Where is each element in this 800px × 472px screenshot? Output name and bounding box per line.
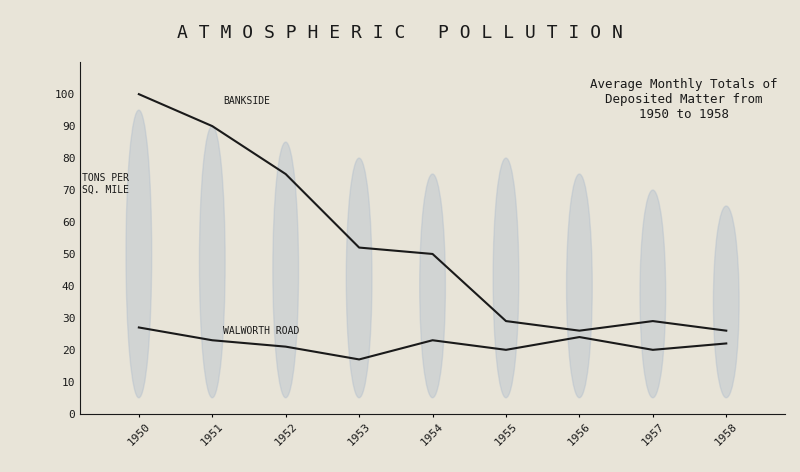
- Ellipse shape: [126, 110, 152, 398]
- Text: TONS PER
SQ. MILE: TONS PER SQ. MILE: [82, 173, 130, 194]
- Text: BANKSIDE: BANKSIDE: [223, 96, 270, 106]
- Ellipse shape: [346, 158, 372, 398]
- Ellipse shape: [714, 206, 739, 398]
- Ellipse shape: [640, 190, 666, 398]
- Ellipse shape: [273, 142, 298, 398]
- Ellipse shape: [566, 174, 592, 398]
- Text: A T M O S P H E R I C   P O L L U T I O N: A T M O S P H E R I C P O L L U T I O N: [177, 24, 623, 42]
- Ellipse shape: [493, 158, 519, 398]
- Ellipse shape: [199, 126, 225, 398]
- Text: Average Monthly Totals of
Deposited Matter from
1950 to 1958: Average Monthly Totals of Deposited Matt…: [590, 78, 778, 121]
- Text: WALWORTH ROAD: WALWORTH ROAD: [223, 326, 300, 336]
- Ellipse shape: [420, 174, 446, 398]
